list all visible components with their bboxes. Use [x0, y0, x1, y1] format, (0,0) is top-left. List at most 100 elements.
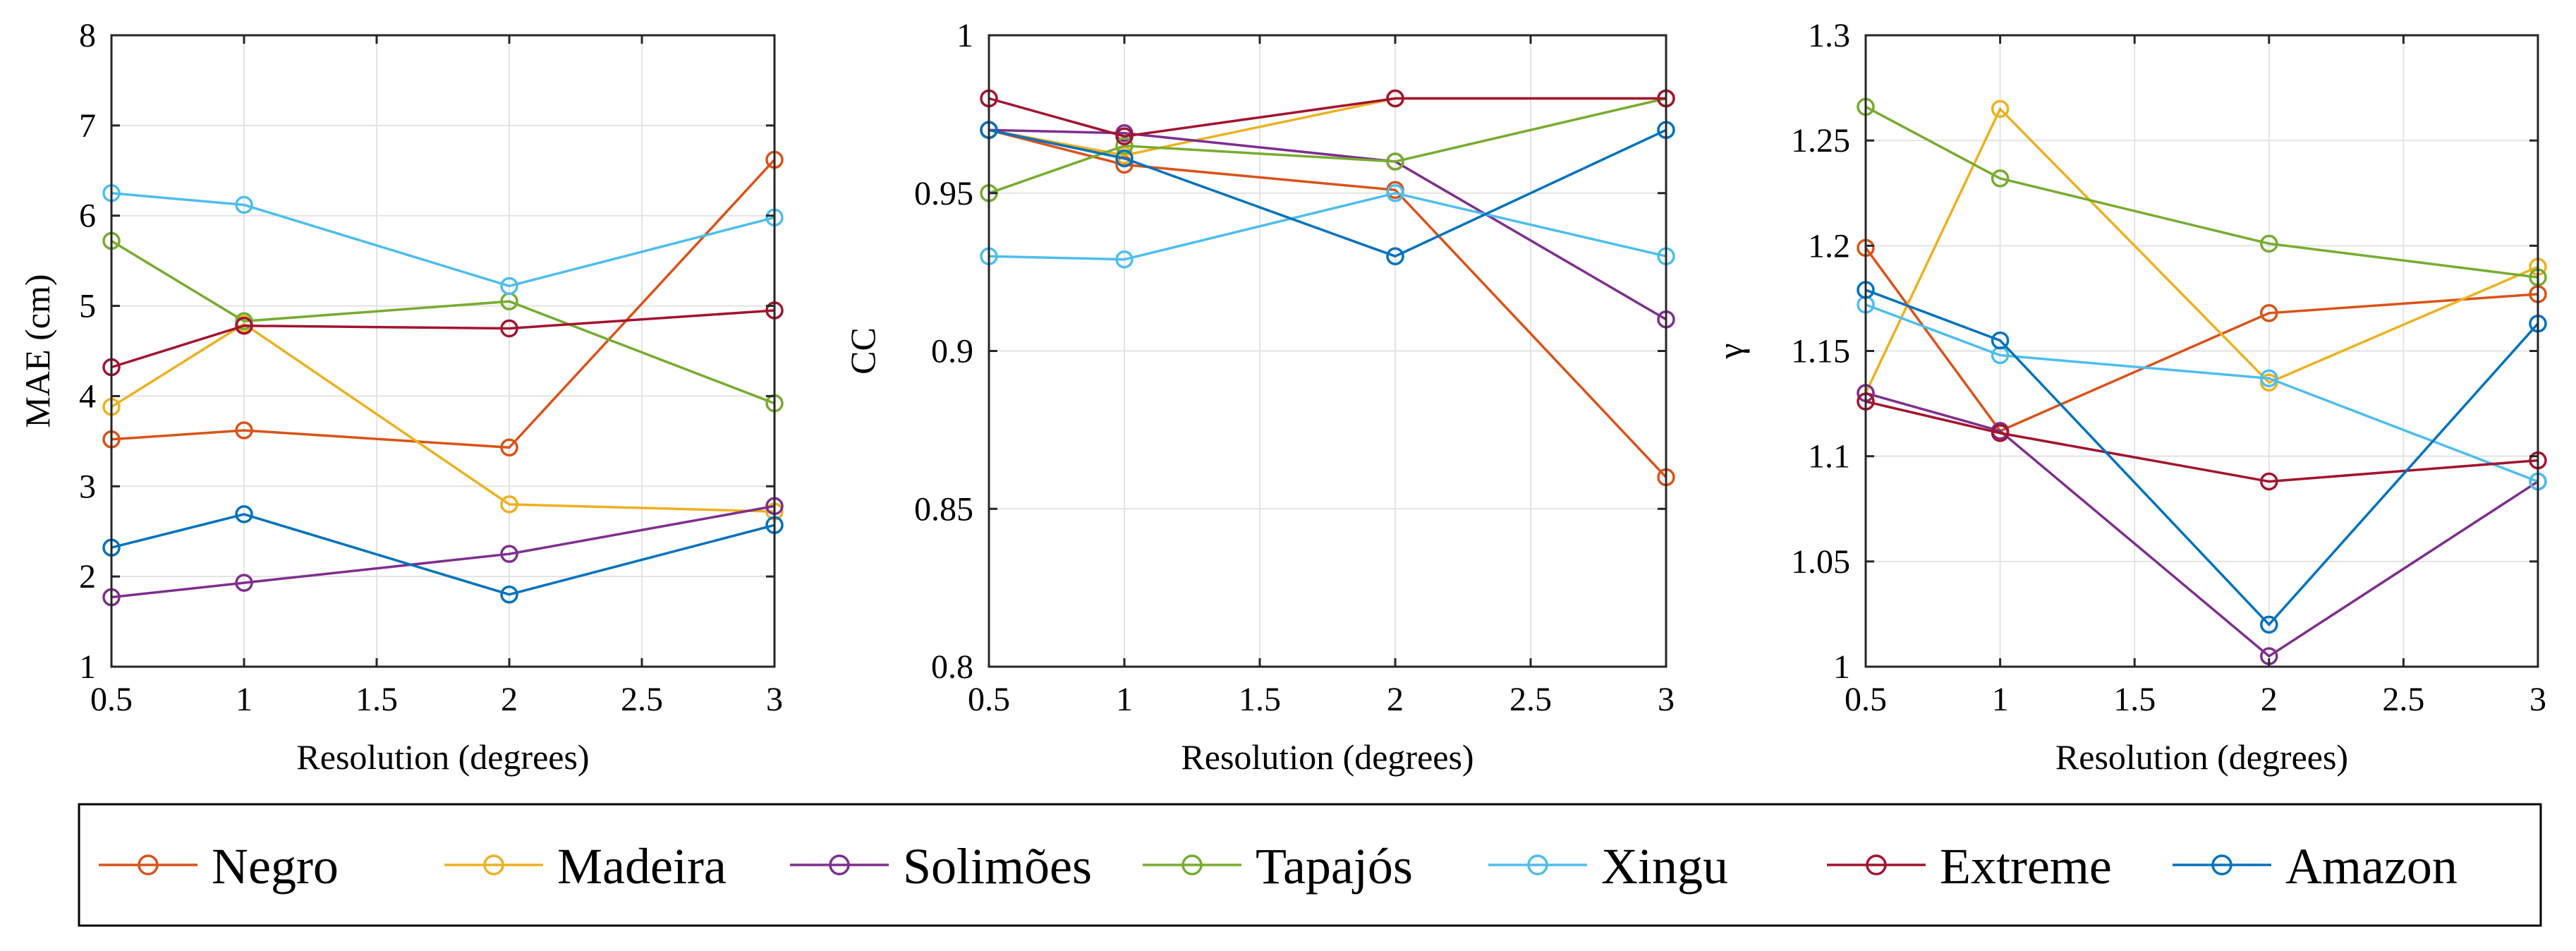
mae-y-tick-label: 6 — [79, 198, 96, 235]
mae-y-tick-label: 3 — [79, 468, 96, 505]
gamma-series-extreme — [1865, 400, 2539, 483]
cc-y-axis-label: CC — [843, 327, 882, 375]
gamma-y-tick-label: 1.25 — [1791, 122, 1850, 159]
legend-label-solimoes: Solimões — [903, 838, 1092, 895]
gamma-x-tick-label: 1 — [1992, 681, 2009, 718]
cc-x-tick-label: 1 — [1116, 681, 1133, 718]
mae-plot-area — [111, 35, 774, 667]
gamma-y-tick-label: 1.2 — [1808, 227, 1850, 265]
legend: Negro Madeira Solimões Tapajós Xingu Extreme A… — [78, 803, 2542, 927]
gamma-point-tapajos — [1991, 169, 2010, 188]
mae-x-axis-label: Resolution (degrees) — [296, 737, 589, 777]
gamma-y-tick-label: 1.05 — [1791, 543, 1850, 581]
mae-y-tick-label: 1 — [79, 648, 96, 686]
mae-series-xingu — [111, 192, 775, 288]
mae-point-xingu — [500, 277, 518, 296]
mae-point-madeira — [500, 495, 518, 514]
gamma-point-extreme — [2260, 472, 2278, 491]
mae-y-axis-label: MAE (cm) — [18, 274, 57, 428]
mae-x-tick-label: 1.5 — [356, 681, 398, 718]
cc-x-axis-label: Resolution (degrees) — [1181, 737, 1474, 777]
gamma-point-extreme — [1991, 424, 2010, 442]
legend-marker-extreme — [1866, 854, 1887, 876]
cc-y-tick-label: 0.8 — [931, 648, 973, 686]
mae-y-tick-label: 8 — [79, 17, 96, 54]
legend-marker-negro — [138, 854, 159, 876]
mae-point-negro — [235, 421, 253, 440]
mae-series-extreme — [111, 309, 775, 369]
cc-series-amazon — [988, 128, 1667, 258]
gamma-y-tick-label: 1.15 — [1791, 333, 1850, 370]
gamma-point-negro — [2260, 304, 2278, 322]
gamma-series-tapajos — [1865, 105, 2539, 279]
gamma-point-tapajos — [2260, 234, 2278, 253]
gamma-x-tick-label: 2.5 — [2382, 681, 2424, 718]
cc-point-xingu — [1115, 250, 1134, 269]
cc-panel: 0.5 1 1.5 2 2.5 3 0.8 0.85 0.9 0.95 1 Resolution (d… — [843, 17, 1675, 777]
mae-series-madeira — [111, 322, 775, 513]
mae-point-negro — [500, 438, 518, 457]
mae-point-extreme — [235, 316, 253, 335]
gamma-panel: 0.5 1 1.5 2 2.5 311.051.11.151.21.251.3Resolu… — [1711, 17, 2547, 777]
cc-series-xingu — [988, 192, 1667, 261]
mae-x-tick-label: 1 — [236, 681, 253, 718]
legend-label-tapajos: Tapajós — [1256, 838, 1413, 895]
gamma-series-solimoes — [1865, 392, 2539, 658]
mae-point-amazon — [235, 505, 253, 523]
cc-point-amazon — [1115, 149, 1134, 168]
legend-label-extreme: Extreme — [1940, 838, 2112, 895]
cc-point-extreme — [1386, 89, 1404, 108]
mae-y-tick-label: 4 — [79, 377, 96, 415]
gamma-y-tick-label: 1 — [1833, 648, 1850, 686]
gamma-y-axis-label: γ — [1711, 343, 1750, 359]
gamma-series-negro — [1864, 247, 2539, 433]
legend-marker-solimoes — [829, 854, 850, 876]
mae-series-negro — [111, 159, 776, 449]
cc-series-extreme — [988, 97, 1666, 138]
mae-x-tick-label: 2 — [501, 681, 518, 718]
cc-x-tick-label: 2 — [1387, 681, 1404, 718]
gamma-x-axis-label: Resolution (degrees) — [2055, 737, 2348, 777]
mae-point-xingu — [235, 195, 253, 214]
cc-x-tick-label: 0.5 — [968, 681, 1010, 718]
gamma-y-tick-label: 1.1 — [1808, 438, 1850, 476]
gamma-y-tick-label: 1.3 — [1808, 17, 1850, 54]
legend-label-amazon: Amazon — [2285, 838, 2457, 895]
cc-series-tapajos — [988, 97, 1667, 195]
mae-point-solimoes — [500, 545, 518, 563]
gamma-point-madeira — [1991, 99, 2010, 119]
mae-point-solimoes — [235, 574, 253, 592]
cc-x-tick-label: 1.5 — [1239, 681, 1281, 718]
cc-point-extreme — [1115, 127, 1134, 145]
cc-x-tick-label: 2.5 — [1509, 681, 1552, 718]
gamma-x-tick-label: 0.5 — [1845, 681, 1887, 718]
gamma-x-tick-label: 1.5 — [2113, 681, 2156, 718]
legend-label-negro: Negro — [212, 838, 339, 895]
gamma-point-amazon — [1991, 331, 2010, 350]
legend-label-xingu: Xingu — [1601, 838, 1728, 895]
mae-x-tick-label: 2.5 — [621, 681, 663, 718]
cc-series-negro — [988, 128, 1667, 478]
legend-label-madeira: Madeira — [557, 838, 727, 895]
gamma-point-xingu — [2260, 369, 2278, 388]
gamma-x-tick-label: 2 — [2261, 681, 2278, 718]
gamma-point-amazon — [2260, 615, 2278, 634]
cc-y-tick-label: 0.85 — [914, 490, 973, 528]
mae-point-amazon — [500, 585, 518, 604]
cc-x-tick-label: 3 — [1658, 681, 1675, 718]
mae-y-tick-label: 5 — [79, 288, 96, 325]
mae-x-tick-label: 0.5 — [90, 681, 133, 718]
legend-marker-xingu — [1527, 854, 1548, 876]
gamma-x-tick-label: 3 — [2529, 681, 2546, 718]
mae-y-tick-label: 7 — [79, 107, 96, 145]
mae-x-tick-label: 3 — [766, 681, 783, 718]
cc-point-amazon — [1386, 247, 1404, 265]
cc-y-tick-label: 0.95 — [914, 175, 973, 212]
mae-point-extreme — [500, 319, 518, 338]
gamma-series-amazon — [1865, 289, 2539, 626]
legend-marker-tapajos — [1181, 854, 1203, 876]
gamma-series-madeira — [1864, 107, 2539, 394]
legend-marker-madeira — [483, 854, 504, 876]
